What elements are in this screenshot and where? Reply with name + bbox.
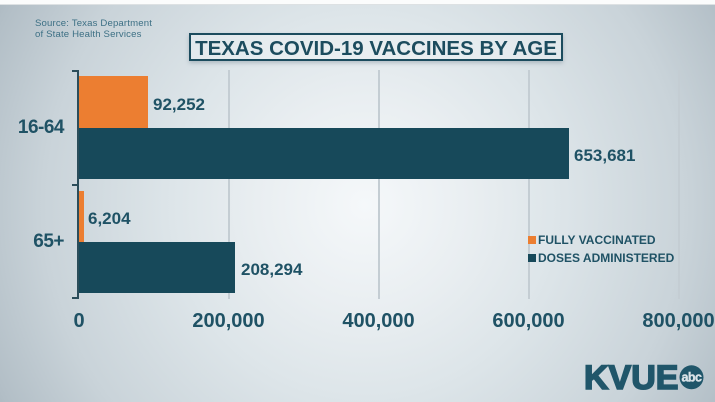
svg-text:KVUE: KVUE [584, 359, 678, 397]
svg-text:abc: abc [681, 371, 702, 385]
